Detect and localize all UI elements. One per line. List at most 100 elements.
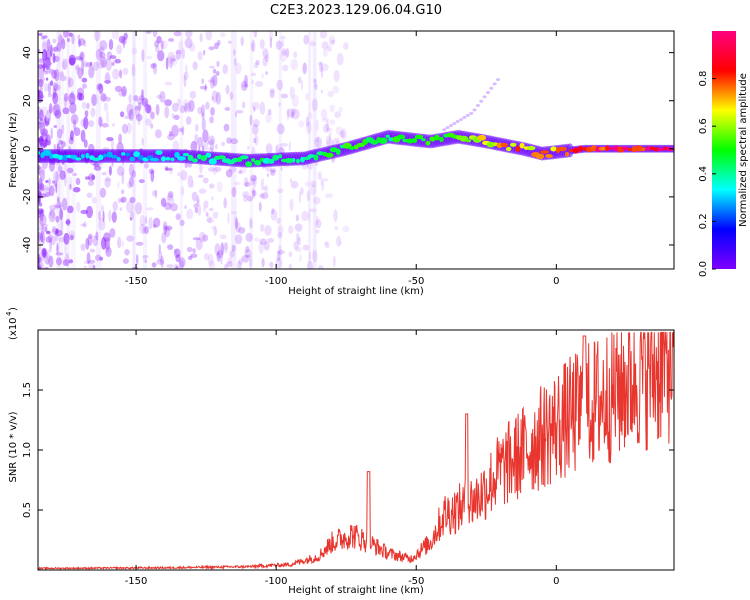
- noise-speckle: [135, 113, 143, 122]
- noise-streak: [308, 31, 312, 269]
- noise-speckle: [317, 135, 320, 149]
- noise-speckle: [53, 183, 58, 187]
- noise-speckle: [277, 188, 284, 194]
- noise-speckle: [41, 223, 49, 228]
- noise-speckle: [69, 183, 72, 190]
- noise-speckle: [333, 209, 338, 223]
- noise-speckle: [98, 256, 104, 261]
- noise-speckle: [101, 205, 104, 212]
- noise-speckle: [212, 74, 218, 87]
- noise-speckle: [151, 63, 158, 68]
- ridge-blob: [150, 157, 160, 162]
- noise-speckle: [117, 181, 120, 190]
- noise-speckle: [166, 195, 175, 207]
- noise-speckle: [83, 221, 87, 228]
- noise-speckle: [83, 60, 88, 68]
- noise-speckle: [308, 210, 311, 222]
- noise-speckle: [329, 131, 332, 140]
- noise-speckle: [122, 240, 124, 247]
- noise-speckle: [50, 208, 56, 219]
- noise-speckle: [208, 46, 215, 51]
- noise-speckle: [164, 99, 173, 107]
- noise-speckle: [157, 50, 165, 62]
- noise-speckle: [119, 70, 122, 79]
- noise-streak: [249, 31, 254, 269]
- noise-speckle: [105, 242, 110, 253]
- noise-speckle: [286, 108, 295, 118]
- noise-speckle: [131, 63, 136, 77]
- noise-speckle: [220, 242, 225, 256]
- noise-speckle: [179, 219, 185, 227]
- noise-speckle: [122, 36, 126, 49]
- noise-speckle: [161, 232, 167, 244]
- noise-speckle: [87, 259, 96, 264]
- noise-speckle: [322, 48, 328, 57]
- noise-speckle: [277, 232, 283, 239]
- noise-speckle: [212, 211, 219, 219]
- noise-speckle: [330, 39, 336, 44]
- branch-blob: [455, 120, 460, 123]
- noise-speckle: [328, 193, 333, 199]
- ridge-blob: [75, 157, 82, 161]
- branch-blob: [492, 82, 497, 86]
- noise-speckle: [168, 165, 174, 175]
- noise-speckle: [252, 119, 260, 128]
- noise-speckle: [243, 194, 248, 202]
- noise-speckle: [311, 98, 318, 112]
- spectrogram-panel: -150 -100 -50 0 -40 -20 0 20 40 Height of straig…: [8, 30, 675, 297]
- noise-speckle: [51, 226, 57, 233]
- noise-speckle: [255, 60, 260, 65]
- noise-speckle: [253, 106, 256, 112]
- noise-speckle: [192, 248, 196, 254]
- noise-speckle: [50, 235, 56, 246]
- xtick-label: -100: [265, 576, 288, 587]
- noise-speckle: [135, 241, 144, 246]
- noise-speckle: [138, 95, 145, 101]
- noise-speckle: [129, 217, 132, 221]
- noise-speckle: [126, 200, 134, 213]
- noise-speckle: [244, 249, 252, 258]
- noise-speckle: [188, 43, 196, 52]
- noise-speckle: [319, 31, 328, 39]
- noise-speckle: [212, 165, 218, 175]
- noise-speckle: [45, 236, 52, 243]
- noise-speckle: [41, 35, 45, 40]
- noise-speckle: [199, 32, 203, 43]
- noise-speckle: [169, 54, 178, 66]
- noise-speckle: [47, 82, 52, 94]
- noise-speckle: [223, 123, 230, 132]
- noise-speckle: [118, 69, 123, 78]
- noise-speckle: [75, 65, 80, 71]
- noise-speckle: [85, 176, 91, 180]
- ridge-blob: [245, 161, 253, 167]
- noise-speckle: [156, 94, 163, 99]
- noise-speckle: [259, 101, 266, 115]
- snr-marks: [38, 331, 674, 570]
- noise-speckle: [269, 88, 275, 99]
- noise-speckle: [112, 68, 120, 80]
- noise-speckle: [255, 80, 264, 88]
- noise-speckle: [51, 69, 57, 79]
- noise-speckle: [112, 123, 115, 127]
- noise-speckle: [50, 44, 53, 57]
- noise-speckle: [121, 37, 127, 45]
- noise-speckle: [52, 52, 56, 64]
- noise-speckle: [56, 244, 59, 253]
- noise-speckle: [342, 42, 349, 50]
- noise-speckle: [142, 255, 147, 263]
- noise-speckle: [61, 38, 66, 50]
- noise-speckle: [49, 80, 54, 86]
- noise-speckle: [110, 138, 115, 150]
- noise-speckle: [269, 89, 275, 94]
- noise-speckle: [106, 96, 111, 103]
- ytick-label: 1.0: [22, 442, 33, 458]
- noise-speckle: [41, 226, 45, 230]
- noise-speckle: [240, 36, 244, 46]
- noise-speckle: [81, 68, 84, 76]
- noise-speckle: [45, 138, 48, 143]
- noise-speckle: [288, 263, 293, 269]
- noise-speckle: [158, 243, 161, 254]
- snr-panel: -150 -100 -50 0 0.5 1.0 1.5 Height of straight…: [5, 307, 675, 596]
- ridge-blob: [170, 157, 175, 162]
- noise-speckle: [106, 137, 114, 142]
